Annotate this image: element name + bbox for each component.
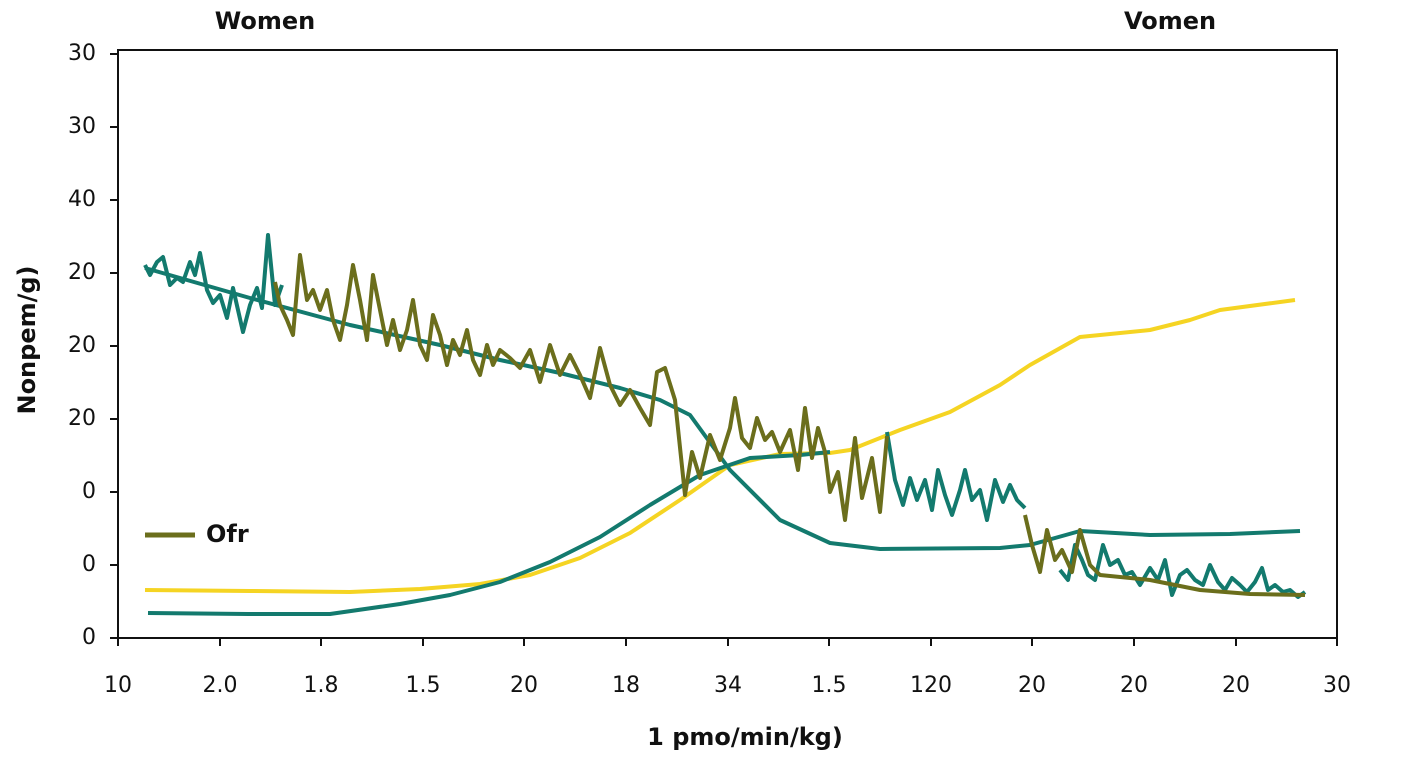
- x-tick-label: 20: [1018, 673, 1046, 698]
- x-tick-label: 1.5: [406, 673, 441, 698]
- series-line: [273, 253, 1306, 597]
- y-tick-label: 30: [68, 114, 96, 139]
- y-tick-label: 0: [82, 625, 96, 650]
- y-axis-label: Nonpem/g): [13, 265, 41, 414]
- x-tick-label: 10: [104, 673, 132, 698]
- x-tick-label: 18: [612, 673, 640, 698]
- x-tick-label: 1.5: [812, 673, 847, 698]
- y-tick-label: 40: [68, 187, 96, 212]
- title-left: Women: [215, 7, 315, 35]
- x-tick-label: 1.8: [304, 673, 339, 698]
- series-line: [147, 450, 831, 616]
- y-tick-label: 20: [68, 260, 96, 285]
- legend-label: Ofr: [206, 520, 249, 548]
- series-line: [144, 298, 1296, 594]
- y-tick-label: 0: [82, 479, 96, 504]
- x-tick-label: 20: [1222, 673, 1250, 698]
- series-line: [885, 431, 1307, 599]
- x-tick-label: 120: [910, 673, 952, 698]
- x-tick-label: 2.0: [203, 673, 238, 698]
- x-axis-label: 1 pmo/min/kg): [647, 723, 843, 751]
- y-tick-label: 30: [68, 41, 96, 66]
- x-tick-label: 20: [1120, 673, 1148, 698]
- x-tick-label: 30: [1323, 673, 1351, 698]
- y-tick-label: 0: [82, 552, 96, 577]
- y-tick-label: 20: [68, 333, 96, 358]
- series-line: [143, 233, 284, 334]
- x-tick-label: 34: [714, 673, 742, 698]
- x-tick-label: 20: [510, 673, 538, 698]
- y-tick-label: 20: [68, 406, 96, 431]
- plot-frame: [117, 49, 1338, 639]
- title-right: Vomen: [1124, 7, 1216, 35]
